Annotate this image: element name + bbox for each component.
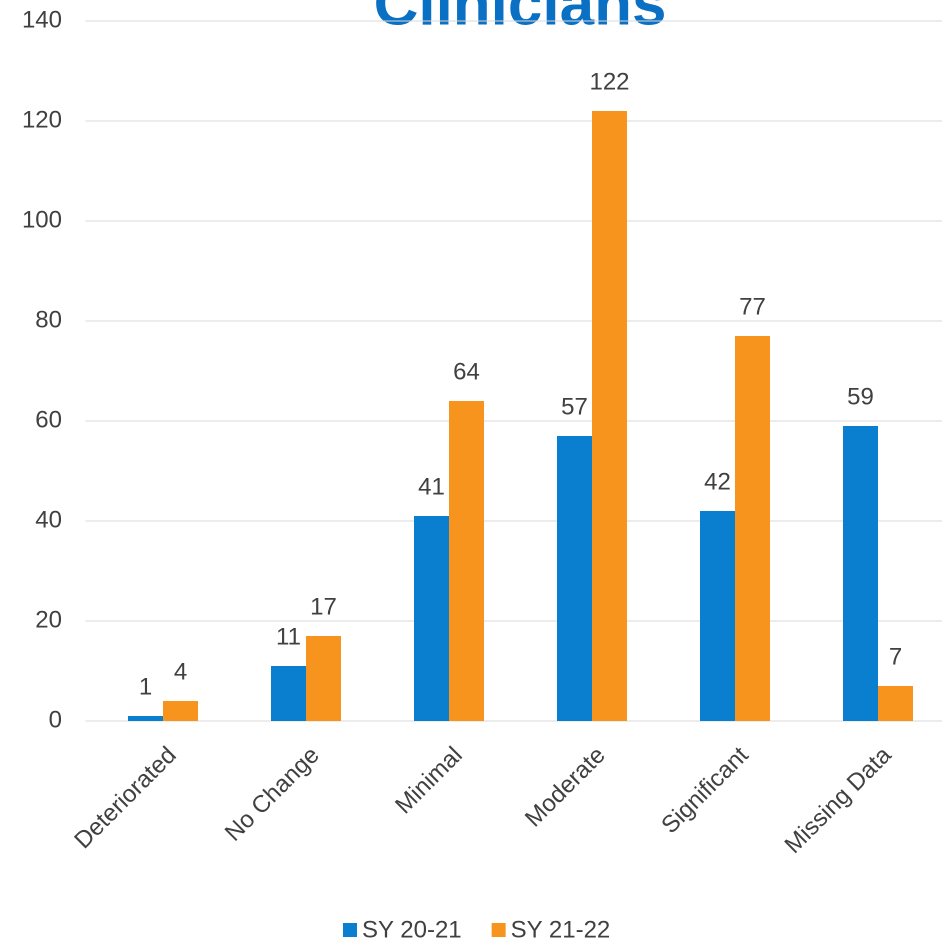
value-label: 11 bbox=[276, 623, 301, 650]
legend-swatch bbox=[491, 923, 506, 937]
value-label: 57 bbox=[561, 393, 588, 420]
x-tick-label: Missing Data bbox=[780, 741, 898, 859]
y-tick-label: 140 bbox=[22, 6, 62, 33]
y-tick-label: 40 bbox=[35, 506, 62, 533]
x-tick-label: Moderate bbox=[520, 742, 611, 833]
value-label: 64 bbox=[453, 358, 480, 385]
bar bbox=[878, 686, 913, 721]
y-tick-label: 80 bbox=[35, 306, 62, 333]
value-label: 59 bbox=[847, 383, 874, 410]
value-label: 17 bbox=[310, 593, 337, 620]
y-tick-label: 20 bbox=[35, 606, 62, 633]
y-tick-label: 100 bbox=[22, 206, 62, 233]
x-tick-label: No Change bbox=[220, 742, 325, 847]
value-label: 4 bbox=[174, 658, 187, 685]
value-label: 77 bbox=[739, 293, 766, 320]
bar bbox=[700, 511, 735, 721]
bar bbox=[449, 401, 484, 721]
bar bbox=[128, 716, 163, 721]
bar bbox=[306, 636, 341, 721]
bar bbox=[414, 516, 449, 721]
y-tick-label: 60 bbox=[35, 406, 62, 433]
legend-label: SY 21-22 bbox=[511, 916, 611, 943]
bar bbox=[843, 426, 878, 721]
legend-label: SY 20-21 bbox=[362, 916, 462, 943]
bar bbox=[592, 111, 627, 721]
x-tick-label: Deteriorated bbox=[69, 742, 181, 854]
chart-title: Clinicians bbox=[374, 0, 667, 38]
bar bbox=[271, 666, 306, 721]
y-tick-label: 120 bbox=[22, 106, 62, 133]
x-tick-label: Significant bbox=[656, 741, 754, 839]
bar bbox=[557, 436, 592, 721]
legend-swatch bbox=[343, 923, 357, 937]
value-label: 7 bbox=[889, 643, 902, 670]
value-label: 42 bbox=[704, 468, 731, 495]
y-tick-label: 0 bbox=[49, 706, 62, 733]
value-label: 1 bbox=[139, 673, 152, 700]
value-label: 122 bbox=[589, 68, 629, 95]
bar bbox=[163, 701, 198, 721]
bar bbox=[735, 336, 770, 721]
x-tick-label: Minimal bbox=[390, 742, 468, 820]
value-label: 41 bbox=[418, 473, 445, 500]
